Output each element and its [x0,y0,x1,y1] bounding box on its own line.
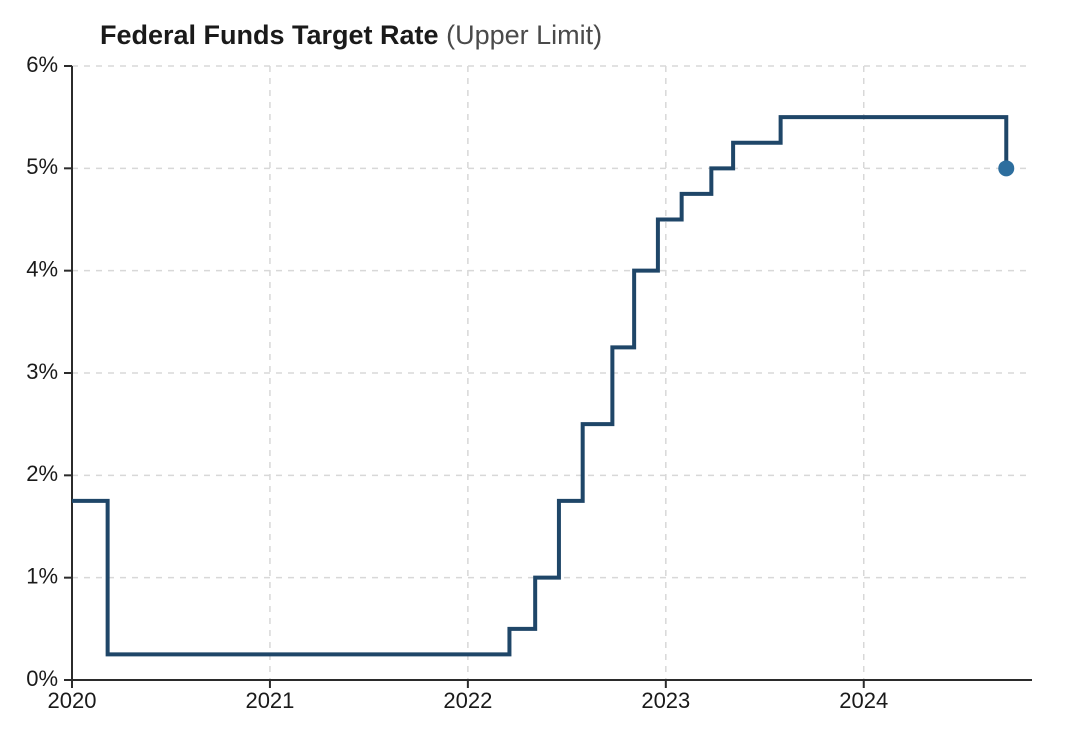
chart-title-bold: Federal Funds Target Rate [100,20,439,50]
x-tick-label: 2024 [839,688,888,713]
chart-container: Federal Funds Target Rate (Upper Limit) … [0,0,1074,752]
y-tick-label: 1% [26,563,58,588]
y-tick-label: 4% [26,256,58,281]
x-tick-label: 2020 [48,688,97,713]
chart-title-light: (Upper Limit) [446,20,602,50]
rate-step-line [72,117,1006,654]
x-tick-label: 2022 [443,688,492,713]
x-tick-label: 2021 [245,688,294,713]
x-tick-label: 2023 [641,688,690,713]
y-tick-label: 6% [26,52,58,77]
y-tick-label: 3% [26,359,58,384]
y-tick-label: 2% [26,461,58,486]
chart-title: Federal Funds Target Rate (Upper Limit) [100,20,602,51]
chart-svg: 0%1%2%3%4%5%6%20202021202220232024 [0,0,1074,752]
end-marker [998,160,1014,176]
y-tick-label: 5% [26,154,58,179]
